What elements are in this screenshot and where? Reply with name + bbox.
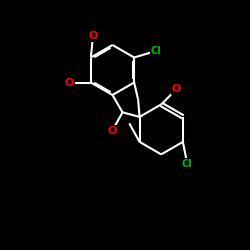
Text: O: O [88,31,98,41]
Text: O: O [172,84,181,94]
Text: O: O [65,78,74,88]
Text: Cl: Cl [150,46,161,56]
Text: Cl: Cl [182,159,193,169]
Text: O: O [108,126,117,136]
